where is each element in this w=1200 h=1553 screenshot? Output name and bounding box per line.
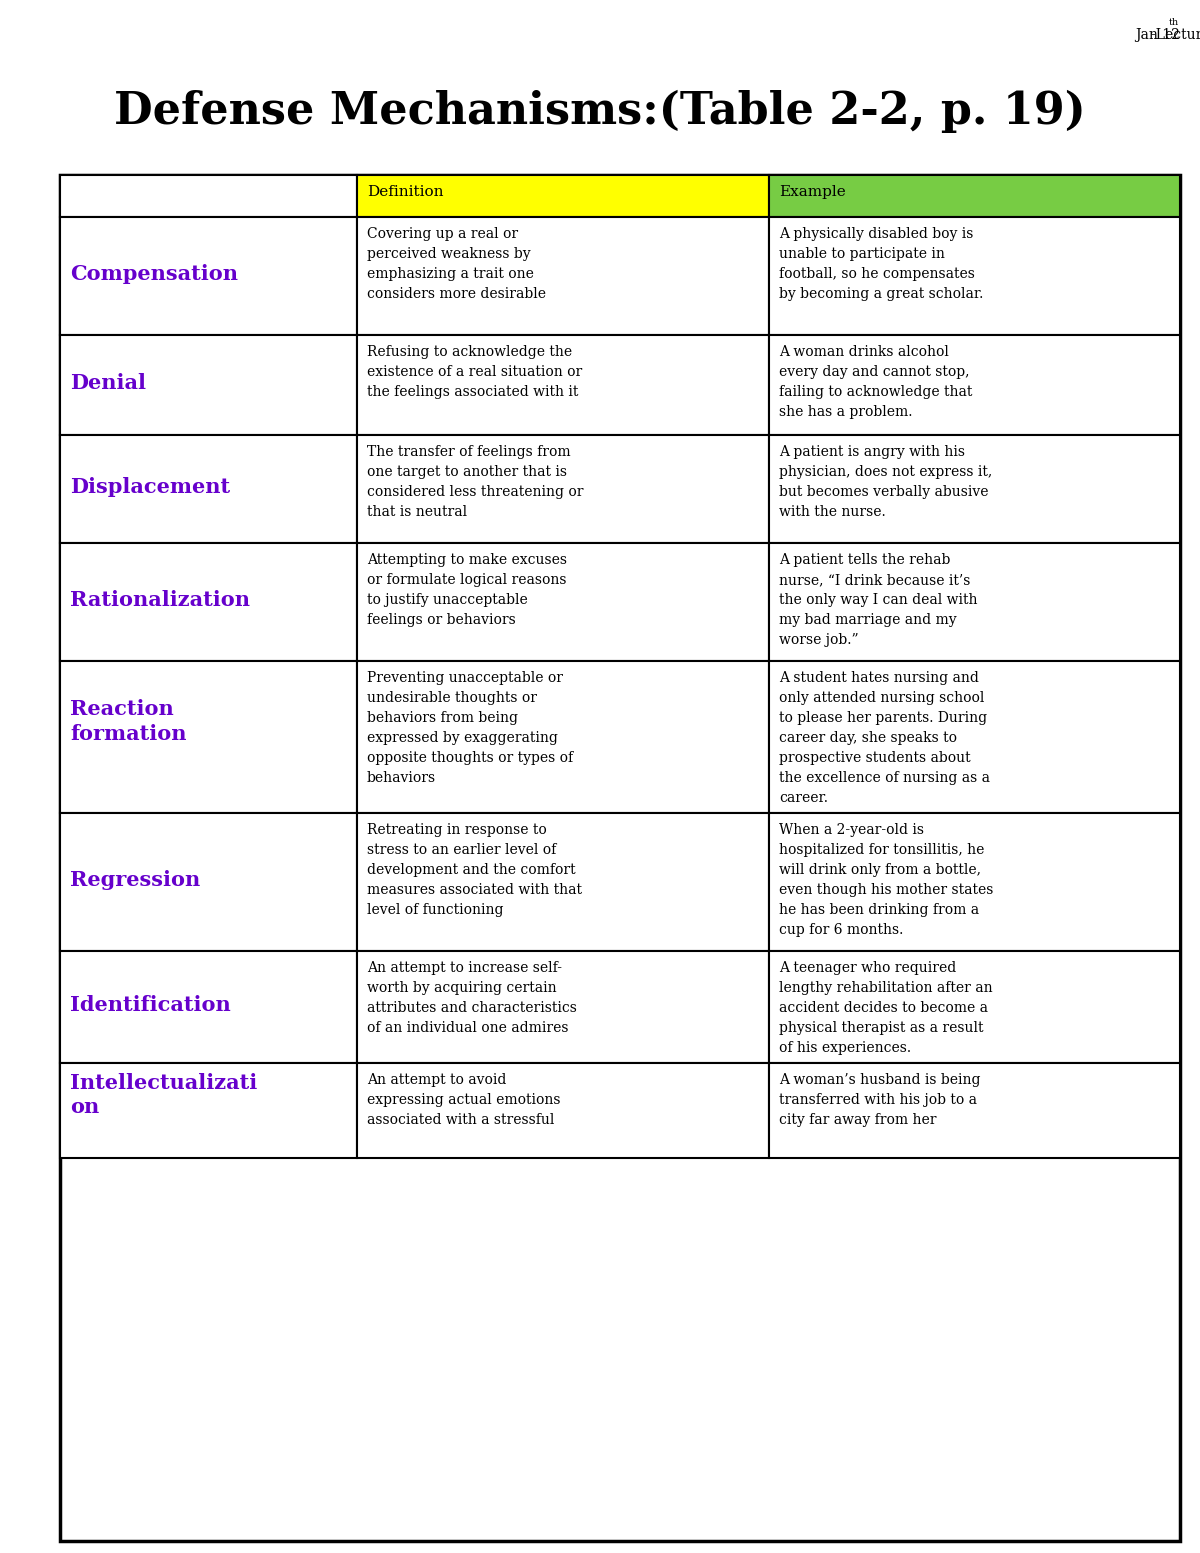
Text: A student hates nursing and
only attended nursing school
to please her parents. : A student hates nursing and only attende… (779, 671, 990, 806)
Bar (356, 544, 769, 662)
Text: Identification: Identification (70, 995, 230, 1016)
Bar (60, 175, 1180, 1541)
Bar (356, 435, 769, 544)
Bar (356, 1062, 769, 1159)
Bar (769, 814, 1180, 950)
Text: A physically disabled boy is
unable to participate in
football, so he compensate: A physically disabled boy is unable to p… (779, 227, 983, 301)
Bar (769, 335, 1180, 435)
Bar (769, 662, 1180, 814)
Bar (769, 217, 1180, 335)
Text: An attempt to avoid
expressing actual emotions
associated with a stressful: An attempt to avoid expressing actual em… (367, 1073, 560, 1127)
Text: Rationalization: Rationalization (70, 590, 250, 610)
Text: Intellectualizati
on: Intellectualizati on (70, 1073, 257, 1117)
Text: th: th (1169, 19, 1178, 26)
Bar (60, 544, 356, 662)
Text: Covering up a real or
perceived weakness by
emphasizing a trait one
considers mo: Covering up a real or perceived weakness… (367, 227, 546, 301)
Text: -Lecture 2: -Lecture 2 (1151, 28, 1200, 42)
Bar (769, 175, 1180, 217)
Text: Denial: Denial (70, 373, 146, 393)
Bar (60, 435, 356, 544)
Bar (769, 1062, 1180, 1159)
Bar (60, 814, 356, 950)
Text: Regression: Regression (70, 870, 200, 890)
Text: A patient is angry with his
physician, does not express it,
but becomes verbally: A patient is angry with his physician, d… (779, 446, 992, 519)
Bar (60, 217, 356, 335)
Text: A woman’s husband is being
transferred with his job to a
city far away from her: A woman’s husband is being transferred w… (779, 1073, 980, 1127)
Bar (769, 435, 1180, 544)
Text: Attempting to make excuses
or formulate logical reasons
to justify unacceptable
: Attempting to make excuses or formulate … (367, 553, 566, 627)
Text: Jan 12: Jan 12 (1135, 28, 1180, 42)
Bar (60, 662, 356, 814)
Bar (60, 175, 356, 217)
Text: Refusing to acknowledge the
existence of a real situation or
the feelings associ: Refusing to acknowledge the existence of… (367, 345, 582, 399)
Text: A woman drinks alcohol
every day and cannot stop,
failing to acknowledge that
sh: A woman drinks alcohol every day and can… (779, 345, 972, 419)
Bar (356, 950, 769, 1062)
Text: A teenager who required
lengthy rehabilitation after an
accident decides to beco: A teenager who required lengthy rehabili… (779, 961, 992, 1054)
Bar (356, 217, 769, 335)
Bar (60, 1062, 356, 1159)
Bar (769, 544, 1180, 662)
Text: Reaction
formation: Reaction formation (70, 699, 186, 744)
Bar (356, 175, 769, 217)
Text: Definition: Definition (367, 185, 443, 199)
Bar (60, 335, 356, 435)
Bar (60, 950, 356, 1062)
Text: Preventing unacceptable or
undesirable thoughts or
behaviors from being
expresse: Preventing unacceptable or undesirable t… (367, 671, 572, 786)
Bar (356, 814, 769, 950)
Text: Compensation: Compensation (70, 264, 238, 284)
Bar (356, 335, 769, 435)
Text: When a 2-year-old is
hospitalized for tonsillitis, he
will drink only from a bot: When a 2-year-old is hospitalized for to… (779, 823, 994, 938)
Text: Example: Example (779, 185, 846, 199)
Text: A patient tells the rehab
nurse, “I drink because it’s
the only way I can deal w: A patient tells the rehab nurse, “I drin… (779, 553, 978, 648)
Text: Retreating in response to
stress to an earlier level of
development and the comf: Retreating in response to stress to an e… (367, 823, 582, 918)
Bar (769, 950, 1180, 1062)
Text: Defense Mechanisms:(Table 2-2, p. 19): Defense Mechanisms:(Table 2-2, p. 19) (114, 90, 1086, 134)
Bar (356, 662, 769, 814)
Text: An attempt to increase self-
worth by acquiring certain
attributes and character: An attempt to increase self- worth by ac… (367, 961, 577, 1036)
Text: Displacement: Displacement (70, 477, 230, 497)
Text: The transfer of feelings from
one target to another that is
considered less thre: The transfer of feelings from one target… (367, 446, 583, 519)
